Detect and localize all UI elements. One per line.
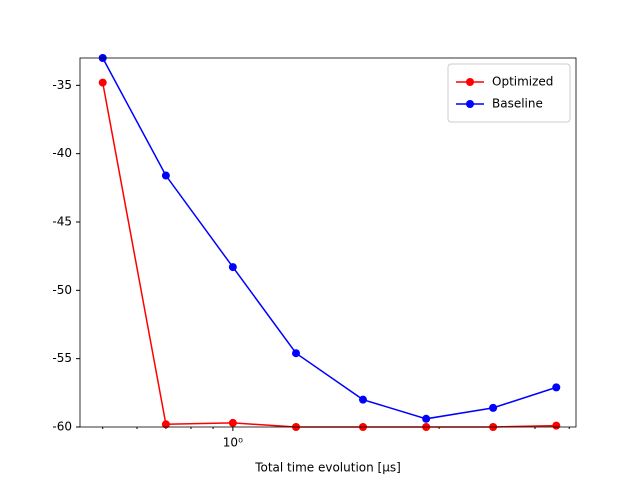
data-point — [552, 383, 561, 392]
y-tick-label: -50 — [52, 283, 72, 297]
data-point — [161, 420, 170, 429]
legend-marker — [466, 100, 474, 108]
data-point — [161, 171, 170, 180]
legend-marker — [466, 78, 474, 86]
y-tick-label: -45 — [52, 215, 72, 229]
series-line — [102, 57, 557, 420]
y-tick-label: -35 — [52, 78, 72, 92]
data-point — [228, 263, 237, 272]
legend-box — [447, 63, 571, 123]
data-point — [228, 418, 237, 427]
legend-label: Baseline — [492, 97, 543, 111]
x-axis-label: Total time evolution [μs] — [254, 461, 401, 475]
data-point — [422, 414, 431, 423]
y-tick-label: -55 — [52, 351, 72, 365]
legend-label: Optimized — [492, 75, 553, 89]
data-point — [552, 421, 561, 430]
legend: Optimized Baseline — [447, 63, 571, 123]
x-tick-label: 10⁰ — [223, 436, 243, 450]
plot-frame — [79, 57, 577, 428]
data-point — [98, 78, 107, 87]
data-point — [292, 349, 301, 358]
data-point — [358, 395, 367, 404]
y-tick-label: -40 — [52, 146, 72, 160]
y-tick-label: -60 — [52, 420, 72, 434]
data-point — [489, 403, 498, 412]
